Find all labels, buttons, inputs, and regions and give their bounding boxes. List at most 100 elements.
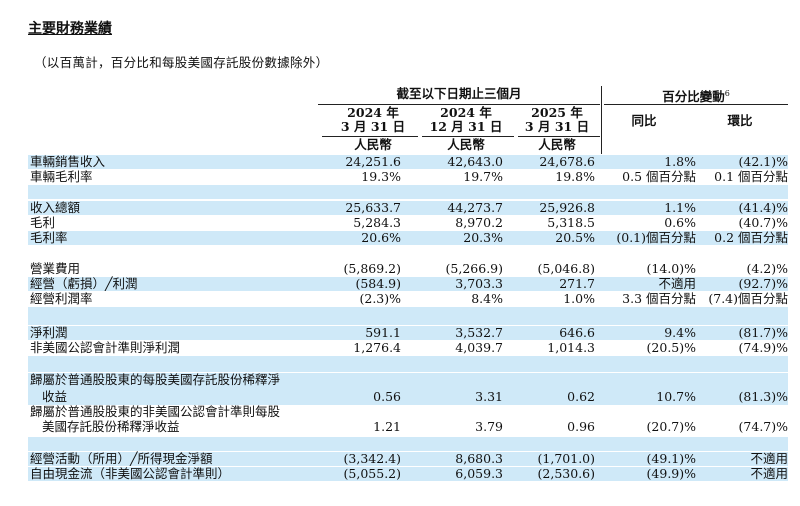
row-label: 車輛銷售收入 xyxy=(30,154,106,169)
cell-q1-2024: (584.9) xyxy=(355,276,401,291)
cell-q1-2025: 19.8% xyxy=(555,169,595,184)
cell-q4-2024: 3,532.7 xyxy=(455,325,503,340)
spacer-row xyxy=(28,356,788,372)
col3-underline xyxy=(518,136,600,137)
cell-q1-2024: (5,869.2) xyxy=(343,261,401,276)
cell-q1-2025: 1.0% xyxy=(563,291,595,306)
table-row: 自由現金流（非美國公認會計準則） (5,055.2) 6,059.3 (2,53… xyxy=(28,467,788,481)
page-title: 主要財務業績 xyxy=(28,21,112,37)
cell-qoq: (40.7)% xyxy=(738,215,788,230)
cell-q1-2024: 591.1 xyxy=(365,325,401,340)
row-label: 歸屬於普通股股東的每股美國存託股份稀釋淨 xyxy=(30,372,281,387)
change-group-header: 百分比變動6 xyxy=(606,87,786,104)
units-note: （以百萬計，百分比和每股美國存託股份數據除外） xyxy=(34,55,329,70)
row-label: 營業費用 xyxy=(30,261,81,276)
col3-date: 3 月 31 日 xyxy=(524,119,590,134)
cell-q4-2024: 3.79 xyxy=(475,419,503,434)
cell-q4-2024: 8,680.3 xyxy=(455,451,503,466)
cell-qoq: 不適用 xyxy=(750,451,788,466)
table-row: 淨利潤 591.1 3,532.7 646.6 9.4% (81.7)% xyxy=(28,326,788,340)
table-row: 經營活動（所用）╱所得現金淨額 (3,342.4) 8,680.3 (1,701… xyxy=(28,452,788,466)
cell-qoq: (41.4)% xyxy=(738,200,788,215)
col1-underline xyxy=(322,136,418,137)
cell-q1-2025: 0.62 xyxy=(567,389,595,404)
spacer-row xyxy=(28,185,788,199)
table-row: 毛利 5,284.3 8,970.2 5,318.5 0.6% (40.7)% xyxy=(28,216,788,230)
cell-yoy: (49.1)% xyxy=(646,451,696,466)
col2-header: 2024 年 12 月 31 日 xyxy=(421,106,511,134)
cell-q1-2025: (2,530.6) xyxy=(537,466,595,481)
group-separator xyxy=(601,86,602,154)
row-label-cont: 收益 xyxy=(42,389,68,404)
col2-underline xyxy=(422,136,514,137)
cell-yoy: 0.6% xyxy=(664,215,696,230)
col2-currency: 人民幣 xyxy=(447,137,485,152)
row-label: 非美國公認會計準則淨利潤 xyxy=(30,340,181,355)
period-group-header: 截至以下日期止三個月 xyxy=(396,86,522,101)
row-label: 歸屬於普通股股東的非美國公認會計準則每股 xyxy=(30,404,281,419)
cell-q4-2024: 20.3% xyxy=(463,230,503,245)
spacer-row xyxy=(28,246,788,260)
col1-currency: 人民幣 xyxy=(354,137,392,152)
row-label: 經營利潤率 xyxy=(30,291,93,306)
cell-qoq: 0.2 個百分點 xyxy=(714,230,788,245)
cell-qoq: (92.7)% xyxy=(738,276,788,291)
cell-qoq: (74.9)% xyxy=(738,340,788,355)
cell-yoy: 0.5 個百分點 xyxy=(622,169,696,184)
change-group-label: 百分比變動 xyxy=(662,89,725,105)
cell-q1-2025: 271.7 xyxy=(559,276,595,291)
row-label: 毛利 xyxy=(30,215,56,230)
row-label: 經營活動（所用）╱所得現金淨額 xyxy=(30,451,213,466)
cell-yoy: (20.5)% xyxy=(646,340,696,355)
cell-yoy: 1.1% xyxy=(664,200,696,215)
change-group-underline xyxy=(604,104,788,105)
cell-q4-2024: 3.31 xyxy=(475,389,503,404)
table-row: 毛利率 20.6% 20.3% 20.5% (0.1)個百分點 0.2 個百分點 xyxy=(28,231,788,245)
cell-yoy: 9.4% xyxy=(664,325,696,340)
cell-q4-2024: 42,643.0 xyxy=(447,154,503,169)
table-row: 經營利潤率 (2.3)% 8.4% 1.0% 3.3 個百分點 (7.4)個百分… xyxy=(28,292,788,306)
cell-yoy: (0.1)個百分點 xyxy=(616,230,696,245)
cell-q1-2024: (2.3)% xyxy=(359,291,401,306)
row-label: 自由現金流（非美國公認會計準則） xyxy=(30,466,231,481)
row-label-cont: 美國存託股份稀釋淨收益 xyxy=(42,419,180,434)
col2-date: 12 月 31 日 xyxy=(429,119,503,134)
cell-q1-2024: 19.3% xyxy=(361,169,401,184)
row-label: 經營（虧損）╱利潤 xyxy=(30,276,138,291)
table-row: 營業費用 (5,869.2) (5,266.9) (5,046.8) (14.0… xyxy=(28,262,788,276)
table-row: 收入總額 25,633.7 44,273.7 25,926.8 1.1% (41… xyxy=(28,201,788,215)
cell-qoq: (7.4)個百分點 xyxy=(708,291,788,306)
spacer-row xyxy=(28,437,788,451)
cell-q1-2024: 24,251.6 xyxy=(345,154,401,169)
table-row-multiline: 歸屬於普通股股東的非美國公認會計準則每股 美國存託股份稀釋淨收益 1.21 3.… xyxy=(28,405,788,437)
cell-q1-2025: 1,014.3 xyxy=(547,340,595,355)
col1-date: 3 月 31 日 xyxy=(340,119,406,134)
cell-q1-2025: 0.96 xyxy=(567,419,595,434)
cell-yoy: 10.7% xyxy=(656,389,696,404)
col1-year: 2024 年 xyxy=(347,105,399,120)
col1-header: 2024 年 3 月 31 日 xyxy=(330,106,416,134)
spacer-row xyxy=(28,307,788,325)
row-label: 毛利率 xyxy=(30,230,68,245)
cell-q4-2024: 3,703.3 xyxy=(455,276,503,291)
cell-qoq: 不適用 xyxy=(750,466,788,481)
row-label: 收入總額 xyxy=(30,200,81,215)
cell-q1-2025: 25,926.8 xyxy=(539,200,595,215)
row-label: 淨利潤 xyxy=(30,325,68,340)
cell-q4-2024: 44,273.7 xyxy=(447,200,503,215)
cell-q4-2024: 4,039.7 xyxy=(455,340,503,355)
yoy-header: 同比 xyxy=(631,113,657,128)
col3-currency: 人民幣 xyxy=(538,137,576,152)
cell-q1-2024: 5,284.3 xyxy=(353,215,401,230)
col3-header: 2025 年 3 月 31 日 xyxy=(512,106,602,134)
cell-q4-2024: 6,059.3 xyxy=(455,466,503,481)
cell-yoy: 1.8% xyxy=(664,154,696,169)
cell-yoy: (14.0)% xyxy=(646,261,696,276)
cell-qoq: (74.7)% xyxy=(738,419,788,434)
cell-q1-2024: (3,342.4) xyxy=(343,451,401,466)
cell-q1-2024: 1.21 xyxy=(373,419,401,434)
table-row-multiline: 歸屬於普通股股東的每股美國存託股份稀釋淨 收益 0.56 3.31 0.62 1… xyxy=(28,373,788,405)
cell-q1-2025: 646.6 xyxy=(559,325,595,340)
cell-qoq: (81.3)% xyxy=(738,389,788,404)
cell-q4-2024: 19.7% xyxy=(463,169,503,184)
